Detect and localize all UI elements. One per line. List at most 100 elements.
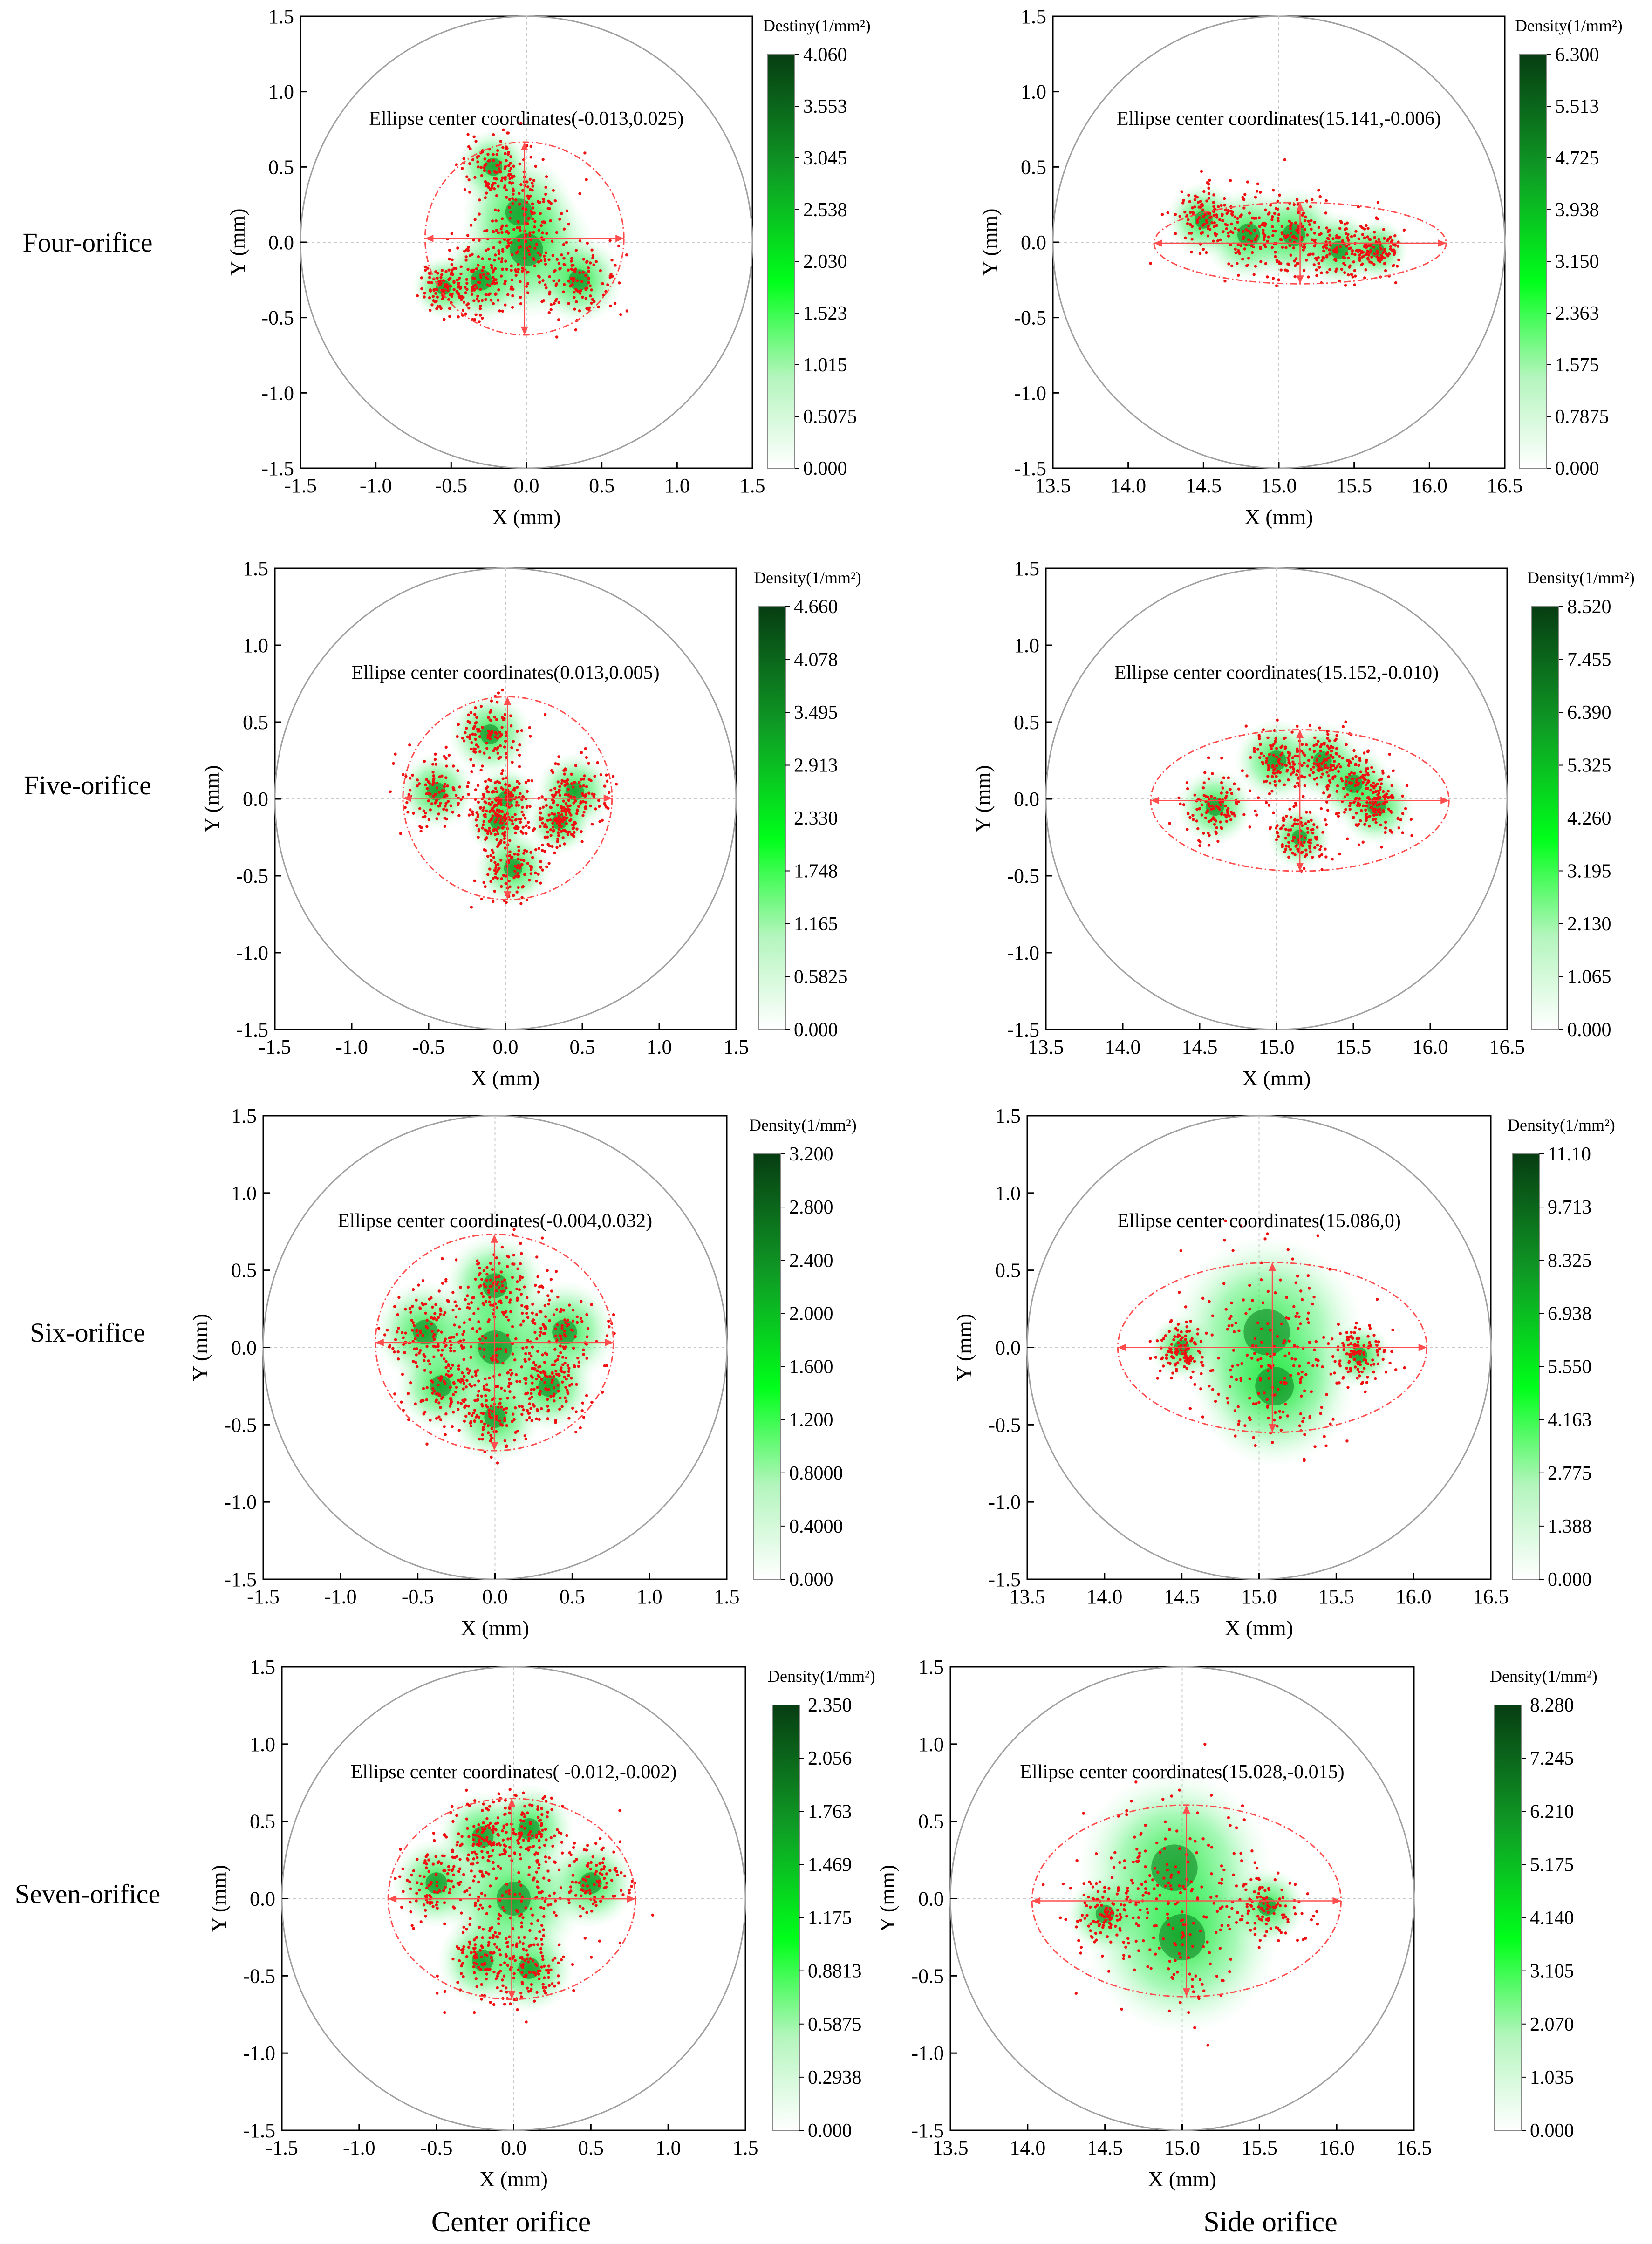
colorbar-tick-label: 6.300	[1555, 44, 1599, 66]
droplet-point	[1284, 845, 1288, 848]
droplet-point	[511, 822, 514, 825]
droplet-point	[1323, 764, 1327, 768]
droplet-point	[441, 1282, 444, 1285]
droplet-point	[1382, 228, 1386, 231]
droplet-point	[495, 177, 498, 181]
droplet-point	[451, 1291, 455, 1294]
droplet-point	[1264, 208, 1267, 211]
droplet-point	[1154, 1356, 1158, 1359]
droplet-point	[1272, 811, 1275, 814]
droplet-point	[533, 220, 537, 223]
droplet-point	[563, 1361, 567, 1365]
droplet-point	[1320, 743, 1324, 746]
droplet-point	[544, 1828, 547, 1831]
droplet-point	[1346, 236, 1349, 239]
droplet-point	[1224, 804, 1227, 808]
droplet-point	[1208, 1300, 1211, 1303]
droplet-point	[499, 1386, 503, 1390]
droplet-point	[1165, 1353, 1168, 1357]
droplet-point	[448, 1891, 451, 1895]
droplet-point	[477, 1908, 480, 1911]
droplet-point	[477, 300, 480, 303]
colorbar-tick-label: 0.5075	[803, 406, 857, 428]
droplet-point	[529, 868, 533, 871]
droplet-point	[442, 807, 445, 811]
droplet-point	[581, 295, 584, 299]
droplet-point	[1304, 1373, 1308, 1376]
droplet-point	[560, 1308, 563, 1311]
droplet-point	[498, 1397, 502, 1401]
droplet-point	[1384, 826, 1387, 830]
droplet-point	[462, 1338, 465, 1342]
droplet-point	[430, 1330, 434, 1333]
droplet-point	[485, 1967, 489, 1971]
droplet-point	[570, 259, 573, 263]
droplet-point	[447, 268, 451, 272]
droplet-point	[1254, 809, 1257, 813]
droplet-point	[513, 865, 517, 868]
droplet-point	[1229, 179, 1232, 182]
droplet-point	[1250, 1357, 1254, 1360]
droplet-point	[540, 1236, 544, 1240]
x-tick-label: 13.5	[1035, 474, 1071, 497]
droplet-point	[570, 257, 573, 260]
droplet-point	[485, 1838, 488, 1842]
droplet-point	[586, 260, 589, 263]
droplet-point	[1369, 788, 1372, 792]
droplet-point	[1332, 760, 1336, 763]
droplet-point	[581, 1401, 585, 1405]
x-tick-label: 15.5	[1318, 1585, 1354, 1608]
droplet-point	[501, 250, 505, 253]
droplet-point	[1236, 1405, 1240, 1409]
droplet-point	[1310, 1390, 1313, 1393]
droplet-point	[512, 740, 515, 743]
droplet-point	[1384, 831, 1387, 834]
droplet-point	[546, 1410, 550, 1413]
droplet-point	[527, 217, 530, 220]
droplet-point	[431, 783, 435, 786]
droplet-point	[534, 1937, 538, 1940]
droplet-point	[531, 206, 535, 210]
droplet-point	[493, 1931, 497, 1934]
droplet-point	[1277, 278, 1280, 281]
droplet-point	[502, 1313, 505, 1316]
droplet-point	[543, 1976, 546, 1979]
droplet-point	[492, 1312, 495, 1316]
droplet-point	[525, 1312, 528, 1315]
droplet-point	[509, 1310, 512, 1314]
droplet-point	[492, 187, 496, 191]
droplet-point	[1390, 811, 1393, 814]
droplet-point	[1375, 1298, 1379, 1301]
droplet-point	[423, 1861, 426, 1865]
droplet-point	[519, 1819, 522, 1822]
droplet-point	[518, 866, 521, 870]
droplet-point	[1187, 218, 1190, 222]
droplet-point	[1277, 219, 1280, 223]
droplet-point	[507, 1378, 511, 1381]
ellipse-arrowhead	[1154, 239, 1162, 247]
droplet-point	[1155, 1339, 1159, 1343]
droplet-point	[1327, 784, 1331, 788]
droplet-point	[1285, 770, 1289, 773]
droplet-point	[562, 1309, 566, 1312]
droplet-point	[572, 1309, 575, 1312]
droplet-point	[491, 900, 495, 903]
droplet-point	[445, 286, 449, 289]
droplet-point	[482, 1355, 486, 1358]
droplet-point	[1218, 218, 1222, 222]
droplet-point	[430, 1901, 434, 1904]
droplet-point	[526, 1960, 530, 1964]
droplet-point	[1220, 781, 1223, 784]
droplet-point	[1304, 259, 1308, 262]
droplet-point	[1292, 203, 1296, 206]
y-tick-label: 1.5	[1014, 557, 1039, 580]
droplet-point	[460, 1964, 463, 1968]
droplet-point	[557, 812, 560, 815]
droplet-point	[1340, 221, 1343, 224]
x-tick-label: 0.0	[514, 474, 539, 497]
droplet-point	[1307, 1311, 1310, 1315]
droplet-point	[456, 735, 459, 738]
droplet-point	[400, 1400, 403, 1404]
droplet-point	[1195, 195, 1199, 199]
row-label-four: Four-orifice	[22, 227, 152, 258]
